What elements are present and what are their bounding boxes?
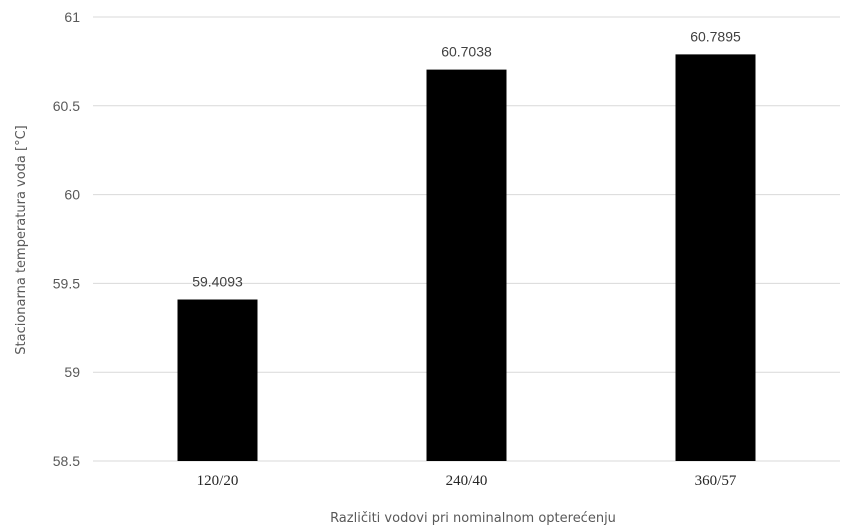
- y-axis-title: Stacionarna temperatura voda [°C]: [14, 125, 29, 355]
- y-tick-label: 60: [64, 187, 80, 203]
- x-tick-label: 360/57: [695, 473, 737, 489]
- bars: [177, 54, 756, 462]
- y-tick-label: 59.5: [53, 275, 80, 291]
- y-tick-label: 59: [64, 364, 80, 380]
- y-tick-label: 60.5: [53, 98, 80, 114]
- bar-value-label: 59.4093: [192, 274, 243, 290]
- bar-value-labels: 59.4093 60.7038 60.7895: [192, 28, 741, 289]
- x-axis-title: Različiti vodovi pri nominalnom optereće…: [330, 511, 616, 526]
- bar: [177, 299, 258, 461]
- y-tick-label: 61: [64, 9, 80, 25]
- bar: [675, 54, 756, 462]
- bar-value-label: 60.7038: [441, 44, 492, 60]
- x-tick-label: 240/40: [446, 473, 488, 489]
- y-tick-label: 58.5: [53, 453, 80, 469]
- y-tick-labels: 58.5 59 59.5 60 60.5 61: [53, 9, 80, 469]
- x-tick-labels: 120/20 240/40 360/57: [197, 473, 737, 489]
- bar-value-label: 60.7895: [690, 28, 741, 44]
- bar: [426, 69, 507, 462]
- x-tick-label: 120/20: [197, 473, 239, 489]
